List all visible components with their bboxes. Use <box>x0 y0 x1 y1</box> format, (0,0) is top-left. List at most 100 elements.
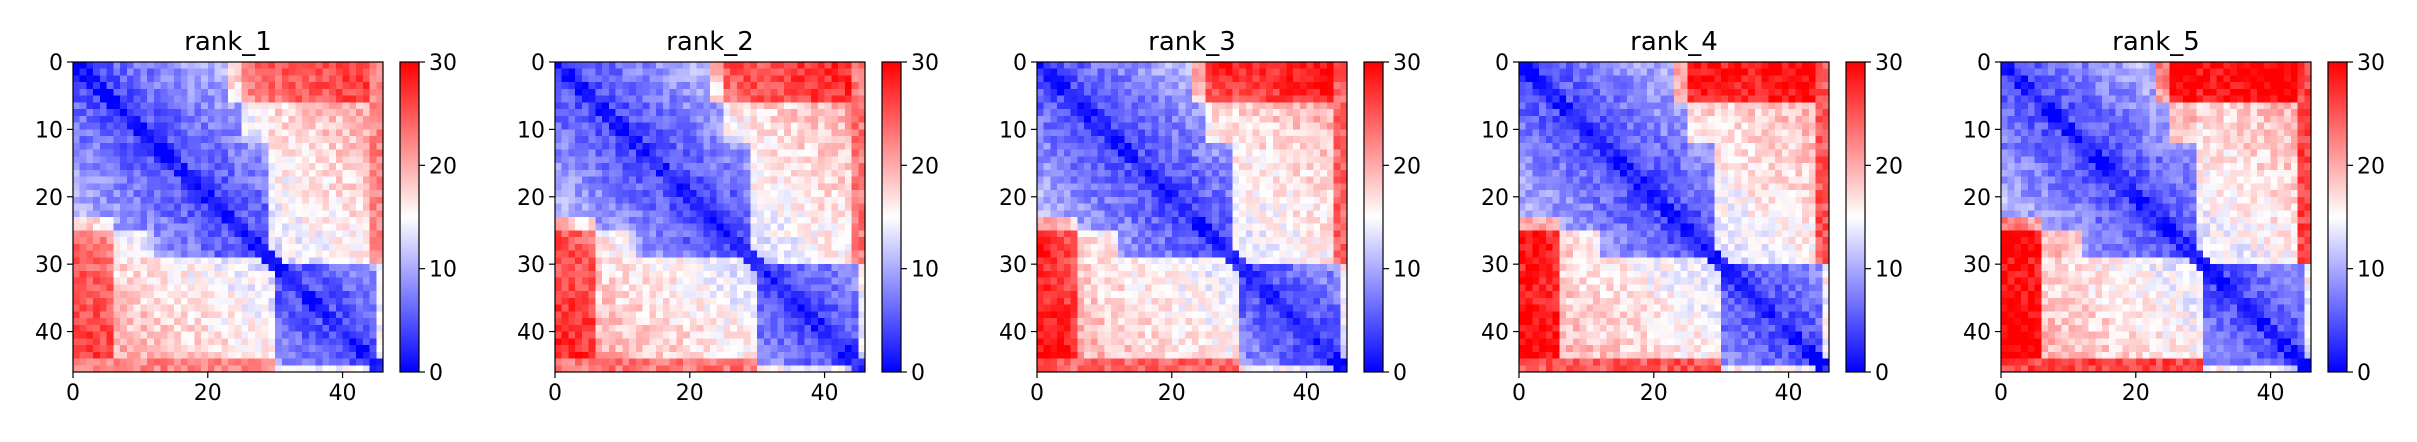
heatmap-cell <box>690 102 697 109</box>
heatmap-cell <box>757 230 764 237</box>
heatmap-cell <box>140 75 147 82</box>
heatmap-cell <box>134 217 141 224</box>
heatmap-cell <box>167 197 174 204</box>
heatmap-cell <box>228 102 235 109</box>
heatmap-cell <box>188 291 195 298</box>
heatmap-cell <box>656 143 663 150</box>
heatmap-cell <box>188 318 195 325</box>
heatmap-cell <box>690 69 697 76</box>
heatmap-cell <box>309 129 316 136</box>
heatmap-cell <box>757 156 764 163</box>
heatmap-cell <box>302 82 309 89</box>
heatmap-cell <box>831 204 838 211</box>
heatmap-cell <box>697 143 704 150</box>
heatmap-cell <box>268 244 275 251</box>
heatmap-cell <box>329 345 336 352</box>
heatmap-cell <box>329 298 336 305</box>
heatmap-cell <box>356 82 363 89</box>
heatmap-cell <box>568 224 575 231</box>
heatmap-cell <box>616 177 623 184</box>
heatmap-cell <box>1125 123 1132 130</box>
heatmap-cell <box>302 230 309 237</box>
heatmap-cell <box>289 217 296 224</box>
heatmap-cell <box>791 284 798 291</box>
heatmap-cell <box>1125 143 1132 150</box>
heatmap-cell <box>282 177 289 184</box>
heatmap-cell <box>174 244 181 251</box>
heatmap-cell <box>750 109 757 116</box>
heatmap-cell <box>636 237 643 244</box>
heatmap-cell <box>663 69 670 76</box>
heatmap-cell <box>555 291 562 298</box>
heatmap-cell <box>73 298 80 305</box>
heatmap-cell <box>575 163 582 170</box>
heatmap-cell <box>215 291 222 298</box>
heatmap-cell <box>140 345 147 352</box>
heatmap-cell <box>649 204 656 211</box>
heatmap-cell <box>241 136 248 143</box>
heatmap-cell <box>167 325 174 332</box>
heatmap-cell <box>268 89 275 96</box>
heatmap-cell <box>181 365 188 372</box>
heatmap-cell <box>764 170 771 177</box>
heatmap-cell <box>134 359 141 366</box>
heatmap-cell <box>322 156 329 163</box>
heatmap-cell <box>282 217 289 224</box>
heatmap-cell <box>838 338 845 345</box>
heatmap-cell <box>697 183 704 190</box>
heatmap-cell <box>127 318 134 325</box>
heatmap-cell <box>228 163 235 170</box>
heatmap-cell <box>154 278 161 285</box>
heatmap-cell <box>316 352 323 359</box>
heatmap-cell <box>1104 69 1111 76</box>
heatmap-cell <box>241 278 248 285</box>
heatmap-cell <box>1253 143 1260 150</box>
heatmap-cell <box>241 345 248 352</box>
heatmap-cell <box>370 311 377 318</box>
heatmap-cell <box>683 264 690 271</box>
heatmap-cell <box>221 210 228 217</box>
heatmap-cell <box>690 264 697 271</box>
heatmap-cell <box>771 230 778 237</box>
heatmap-cell <box>717 264 724 271</box>
heatmap-cell <box>100 284 107 291</box>
heatmap-cell <box>349 345 356 352</box>
heatmap-cell <box>322 177 329 184</box>
heatmap-cell <box>221 264 228 271</box>
heatmap-cell <box>100 305 107 312</box>
heatmap-cell <box>723 338 730 345</box>
heatmap-cell <box>636 291 643 298</box>
heatmap-cell <box>194 150 201 157</box>
heatmap-cell <box>113 143 120 150</box>
heatmap-cell <box>228 210 235 217</box>
heatmap-cell <box>804 311 811 318</box>
heatmap-cell <box>275 150 282 157</box>
heatmap-cell <box>602 305 609 312</box>
heatmap-cell <box>255 156 262 163</box>
heatmap-cell <box>370 318 377 325</box>
heatmap-cell <box>86 278 93 285</box>
heatmap-cell <box>161 224 168 231</box>
heatmap-cell <box>167 264 174 271</box>
heatmap-cell <box>1327 129 1334 136</box>
heatmap-cell <box>656 69 663 76</box>
heatmap-cell <box>329 210 336 217</box>
heatmap-cell <box>703 237 710 244</box>
heatmap-cell <box>134 278 141 285</box>
heatmap-cell <box>86 305 93 312</box>
heatmap-cell <box>656 109 663 116</box>
heatmap-cell <box>595 75 602 82</box>
heatmap-cell <box>690 251 697 258</box>
heatmap-cell <box>656 325 663 332</box>
heatmap-cell <box>622 197 629 204</box>
heatmap-cell <box>602 116 609 123</box>
heatmap-cell <box>676 136 683 143</box>
heatmap-cell <box>750 143 757 150</box>
heatmap-cell <box>1192 143 1199 150</box>
heatmap-cell <box>616 264 623 271</box>
heatmap-cell <box>127 271 134 278</box>
heatmap-cell <box>107 69 114 76</box>
heatmap-cell <box>1273 69 1280 76</box>
heatmap-cell <box>127 69 134 76</box>
heatmap-cell <box>309 62 316 69</box>
